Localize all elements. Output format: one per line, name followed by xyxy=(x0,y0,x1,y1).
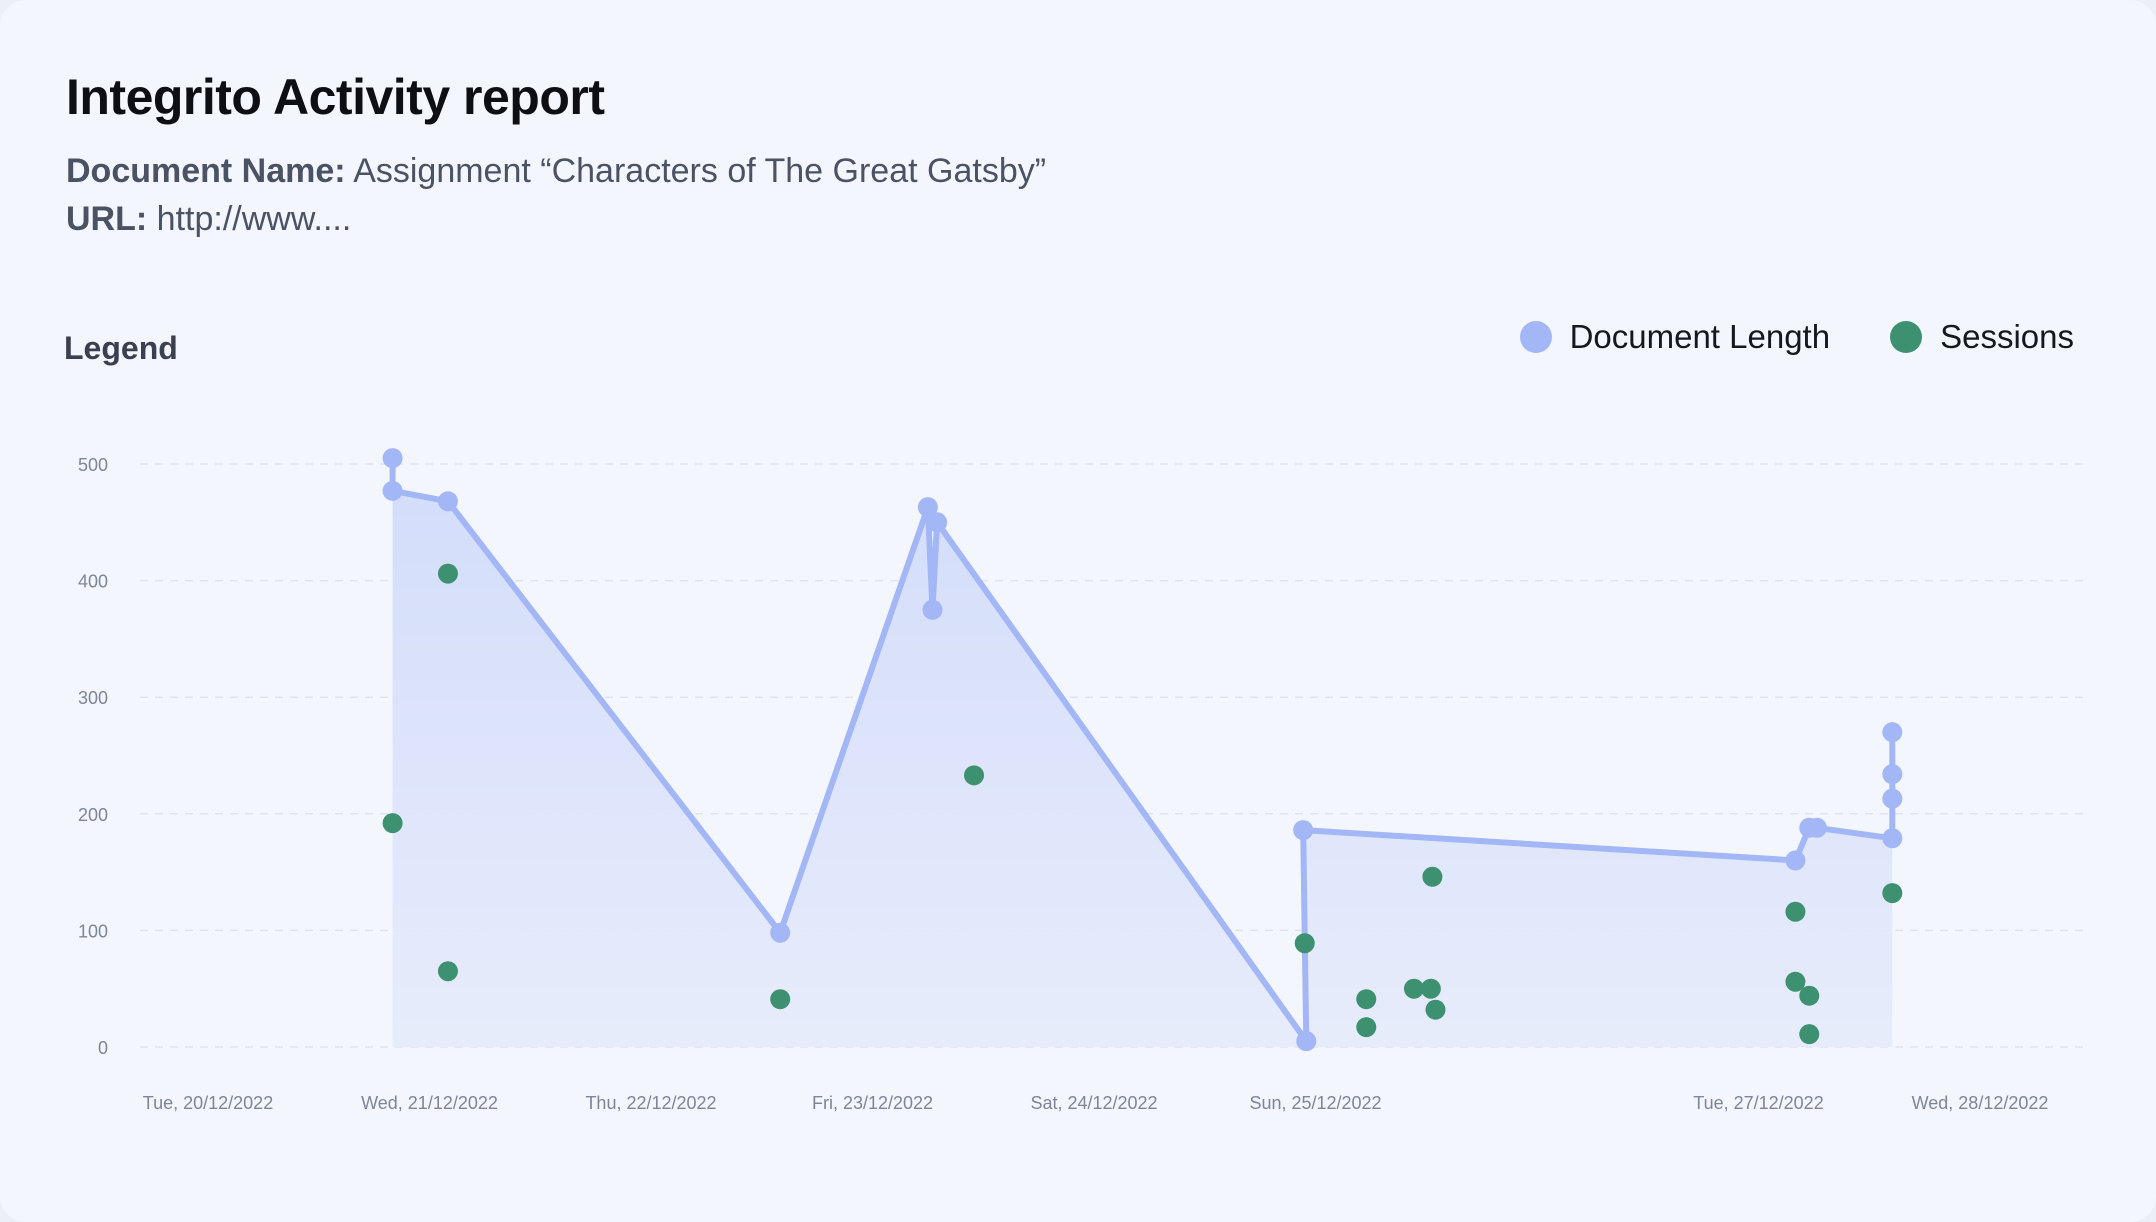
document-length-point xyxy=(1882,788,1903,809)
session-point xyxy=(1356,1017,1377,1038)
x-tick-label: Sun, 25/12/2022 xyxy=(1249,1093,1381,1113)
y-tick-label: 400 xyxy=(78,572,108,592)
legend-item-document-length[interactable]: Document Length xyxy=(1519,318,1831,356)
document-name-value: Assignment “Characters of The Great Gats… xyxy=(353,152,1047,190)
document-length-area xyxy=(392,490,1893,1047)
document-length-point xyxy=(927,512,948,533)
document-length-point xyxy=(922,599,943,620)
x-tick-label: Wed, 21/12/2022 xyxy=(361,1093,498,1113)
chart-legend: Document Length Sessions xyxy=(1460,318,2074,356)
session-point xyxy=(1294,933,1315,954)
legend-swatch-sessions xyxy=(1890,321,1923,353)
document-length-point xyxy=(1785,850,1806,871)
legend-item-sessions[interactable]: Sessions xyxy=(1890,318,2074,356)
document-length-point xyxy=(437,491,458,512)
legend-swatch-document-length xyxy=(1519,321,1552,353)
document-length-point xyxy=(1293,820,1314,841)
session-point xyxy=(1785,971,1806,992)
session-point xyxy=(1420,978,1441,999)
url-line: URL: http://www.... xyxy=(66,200,351,239)
y-tick-label: 300 xyxy=(78,688,108,708)
x-tick-label: Tue, 27/12/2022 xyxy=(1693,1093,1823,1113)
document-length-point xyxy=(1806,817,1827,838)
url-label: URL: xyxy=(66,200,148,238)
x-tick-label: Wed, 28/12/2022 xyxy=(1912,1093,2049,1113)
document-name-label: Document Name: xyxy=(66,152,346,190)
document-length-point xyxy=(382,448,403,469)
legend-label-sessions: Sessions xyxy=(1940,318,2074,355)
document-length-point xyxy=(770,922,791,943)
y-tick-label: 200 xyxy=(78,805,108,825)
document-name-line: Document Name: Assignment “Characters of… xyxy=(66,152,1046,191)
x-tick-label: Thu, 22/12/2022 xyxy=(585,1093,716,1113)
y-tick-label: 100 xyxy=(78,921,108,941)
document-length-point xyxy=(1296,1031,1317,1052)
document-length-point xyxy=(1882,764,1903,785)
x-tick-label: Tue, 20/12/2022 xyxy=(143,1093,273,1113)
document-length-point xyxy=(1882,722,1903,743)
session-point xyxy=(1425,999,1446,1020)
session-point xyxy=(1356,989,1377,1010)
session-point xyxy=(1785,901,1806,922)
url-value: http://www.... xyxy=(156,200,352,238)
x-tick-label: Sat, 24/12/2022 xyxy=(1030,1093,1157,1113)
document-length-point xyxy=(382,480,403,501)
session-point xyxy=(437,563,458,584)
session-point xyxy=(437,961,458,982)
session-point xyxy=(1422,866,1443,887)
session-point xyxy=(770,989,791,1010)
session-point xyxy=(1403,978,1424,999)
session-point xyxy=(1799,1024,1820,1045)
legend-heading: Legend xyxy=(64,330,178,366)
session-point xyxy=(382,813,403,834)
session-point xyxy=(1799,985,1820,1006)
x-tick-label: Fri, 23/12/2022 xyxy=(812,1093,933,1113)
document-length-point xyxy=(917,497,938,518)
session-point xyxy=(964,765,985,786)
session-point xyxy=(1882,883,1903,904)
legend-label-document-length: Document Length xyxy=(1569,318,1831,355)
y-tick-label: 0 xyxy=(98,1038,108,1058)
page-title: Integrito Activity report xyxy=(66,69,605,125)
y-tick-label: 500 xyxy=(78,455,108,475)
document-length-point xyxy=(1882,828,1903,849)
